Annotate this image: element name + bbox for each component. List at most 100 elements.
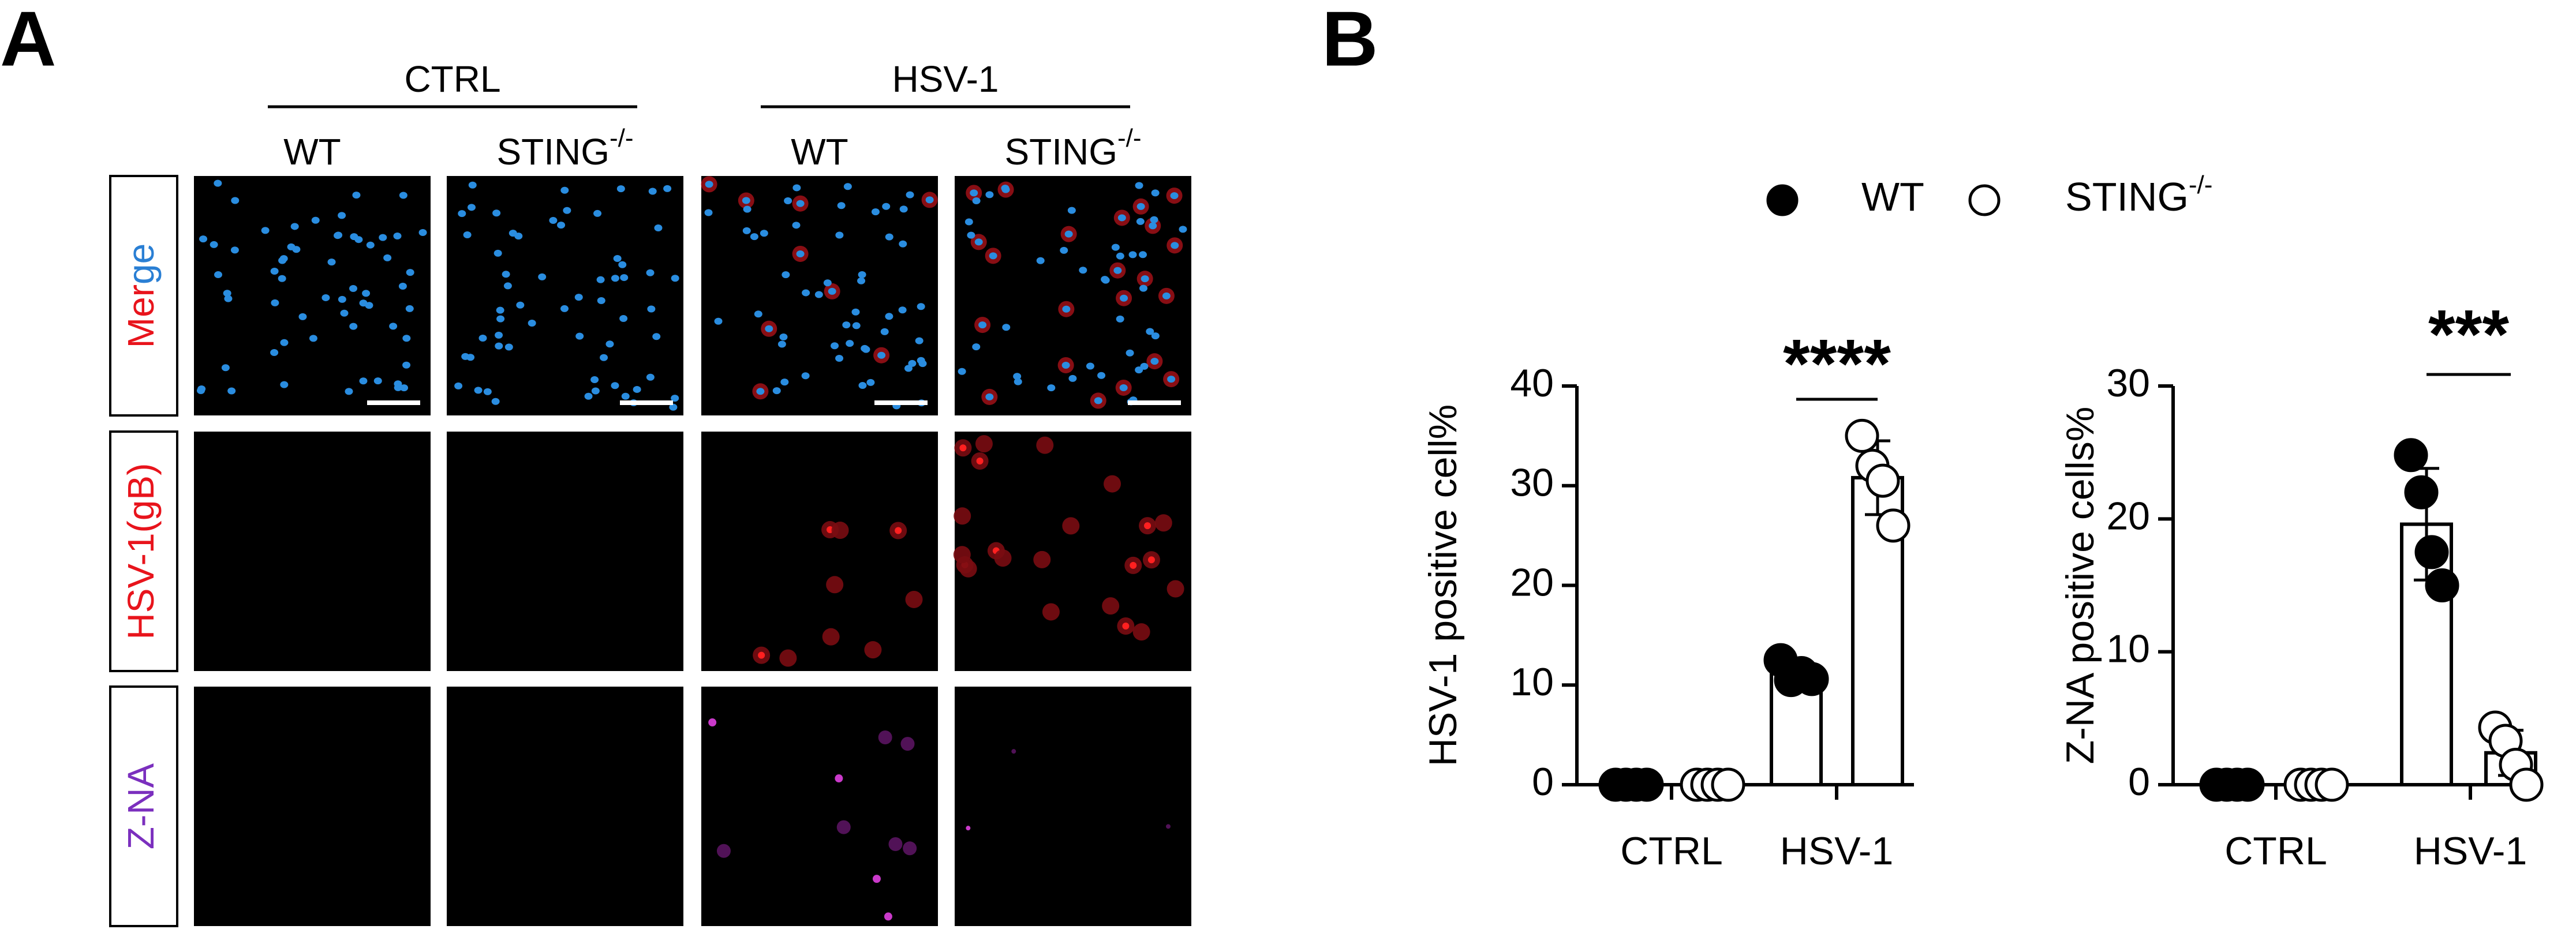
nucleus	[214, 271, 223, 279]
y-tick-label: 40	[1510, 361, 1554, 405]
cell-purple	[966, 826, 971, 831]
nucleus	[646, 269, 655, 276]
nucleus	[458, 210, 466, 218]
nucleus	[978, 321, 987, 329]
nucleus	[1036, 257, 1045, 264]
cell-red	[905, 590, 923, 608]
nucleus	[618, 261, 627, 268]
cell-red	[864, 641, 882, 659]
nucleus	[1061, 361, 1070, 369]
row-label: HSV-1(gB)	[120, 463, 162, 640]
nucleus	[1120, 294, 1128, 302]
nucleus	[972, 197, 981, 204]
nucleus	[611, 382, 619, 389]
nucleus	[904, 365, 913, 372]
nucleus	[831, 342, 839, 350]
data-point	[1876, 508, 1910, 543]
nucleus	[915, 337, 924, 344]
nucleus	[835, 354, 844, 362]
micrograph	[953, 432, 1191, 671]
row-label-part: Z-NA	[120, 763, 162, 850]
micrograph	[701, 176, 938, 415]
y-tick-label: 20	[2106, 494, 2150, 538]
panel-label: A	[0, 0, 57, 83]
cell-purple	[903, 841, 917, 856]
nucleus	[846, 340, 854, 347]
micrograph-bg	[447, 176, 683, 415]
nucleus	[1150, 216, 1158, 223]
nucleus	[742, 197, 750, 204]
nucleus	[858, 382, 867, 389]
x-tick-label: CTRL	[1620, 829, 1723, 873]
nucleus	[338, 295, 346, 303]
nucleus	[280, 339, 289, 346]
nucleus	[563, 207, 571, 214]
nucleus	[334, 231, 343, 239]
nucleus	[858, 271, 866, 279]
nucleus	[899, 205, 908, 213]
nucleus	[1171, 242, 1179, 249]
nucleus	[1079, 267, 1087, 274]
cell-purple	[1011, 749, 1016, 754]
nucleus	[1126, 349, 1134, 357]
nucleus	[972, 343, 981, 351]
y-tick-label: 10	[2106, 627, 2150, 671]
nucleus	[1119, 384, 1128, 391]
column-label-text: WT	[791, 131, 848, 173]
nucleus	[389, 323, 398, 330]
nucleus	[467, 204, 476, 211]
nucleus	[287, 243, 296, 250]
nucleus	[199, 235, 208, 243]
cell-red-core	[895, 527, 902, 534]
nucleus	[575, 332, 584, 340]
legend-label: WT	[1861, 174, 1924, 219]
cell-purple	[716, 844, 731, 858]
nucleus	[620, 274, 629, 282]
y-tick-label: 0	[2128, 760, 2150, 804]
nucleus	[493, 249, 502, 257]
nucleus	[852, 322, 861, 329]
micrograph	[447, 687, 683, 926]
nucleus	[398, 283, 407, 290]
nucleus	[714, 317, 723, 325]
legend-marker	[1968, 184, 2001, 216]
nucleus	[970, 189, 978, 197]
nucleus	[224, 295, 233, 302]
nucleus	[619, 315, 628, 323]
data-point	[1794, 662, 1829, 696]
nucleus	[560, 305, 569, 312]
micrograph	[701, 432, 938, 671]
nucleus	[802, 289, 810, 297]
nucleus	[611, 275, 619, 282]
nucleus	[885, 313, 893, 320]
nucleus	[842, 321, 851, 329]
nucleus	[1139, 284, 1147, 292]
micrograph-bg	[194, 432, 431, 671]
column-label: STING-/-	[496, 124, 633, 173]
nucleus	[1060, 246, 1068, 254]
nucleus	[1139, 251, 1147, 258]
nucleus	[474, 387, 483, 394]
nucleus	[597, 297, 605, 304]
micrograph-bg	[955, 687, 1191, 926]
nucleus	[1067, 207, 1076, 214]
group-label: CTRL	[404, 58, 500, 100]
nucleus	[654, 224, 663, 232]
y-tick-label: 30	[2106, 361, 2150, 405]
cell-red	[1104, 475, 1121, 493]
nucleus	[591, 387, 600, 395]
nucleus	[230, 246, 239, 254]
nucleus	[393, 232, 402, 239]
nucleus	[663, 185, 672, 192]
nucleus	[899, 240, 907, 248]
nucleus	[496, 315, 505, 323]
nucleus	[340, 309, 349, 317]
nucleus	[616, 185, 625, 193]
nucleus	[557, 222, 566, 229]
nucleus	[646, 373, 655, 381]
nucleus	[560, 186, 569, 194]
nucleus	[1151, 332, 1160, 340]
cell-purple	[872, 875, 881, 883]
nucleus	[483, 388, 492, 395]
